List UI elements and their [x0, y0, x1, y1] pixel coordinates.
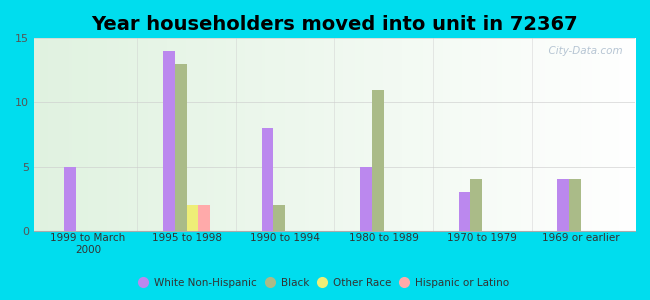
Bar [557, 179, 569, 231]
Bar [261, 128, 274, 231]
Text: City-Data.com: City-Data.com [542, 46, 623, 56]
Bar [471, 179, 482, 231]
Bar [569, 179, 581, 231]
Title: Year householders moved into unit in 72367: Year householders moved into unit in 723… [91, 15, 578, 34]
Bar [198, 205, 210, 231]
Bar [64, 167, 76, 231]
Bar [372, 90, 383, 231]
Bar [274, 205, 285, 231]
Bar [360, 167, 372, 231]
Bar [459, 192, 471, 231]
Bar [175, 64, 187, 231]
Bar [187, 205, 198, 231]
Legend: White Non-Hispanic, Black, Other Race, Hispanic or Latino: White Non-Hispanic, Black, Other Race, H… [136, 273, 514, 292]
Bar [163, 51, 175, 231]
